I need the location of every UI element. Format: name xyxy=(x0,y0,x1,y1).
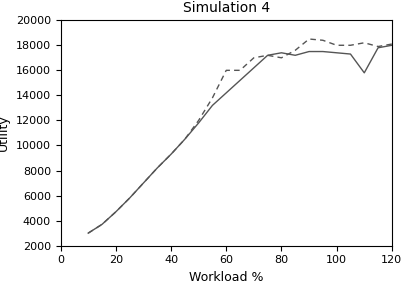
Title: Simulation 4: Simulation 4 xyxy=(183,1,270,15)
X-axis label: Workload %: Workload % xyxy=(189,271,263,284)
Y-axis label: Utility: Utility xyxy=(0,114,10,151)
